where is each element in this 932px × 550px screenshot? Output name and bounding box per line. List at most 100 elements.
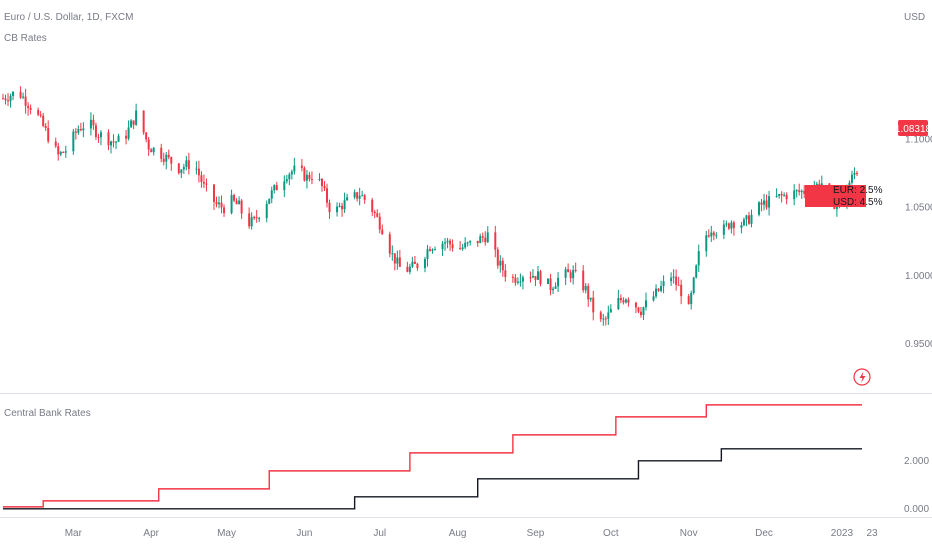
candle-up (466, 242, 469, 244)
candle-up (444, 242, 447, 244)
candle-down (599, 312, 602, 320)
candle-up (285, 179, 288, 182)
candle-up (77, 128, 80, 133)
lightning-icon[interactable] (853, 368, 871, 386)
candle-up (265, 203, 268, 219)
candle-up (662, 281, 665, 287)
rate-line-eur (3, 448, 862, 510)
candle-up (12, 91, 15, 96)
last-price-label: 1.08318 (895, 124, 932, 135)
candle-up (9, 95, 12, 102)
candle-down (484, 237, 487, 243)
candle-up (715, 234, 718, 236)
candle-down (310, 178, 313, 180)
candle-up (672, 276, 675, 278)
rate-box: EUR: 2.5% USD: 4.5% (805, 185, 883, 208)
price-tick-label: 1.05000 (905, 203, 932, 214)
candle-up (695, 265, 698, 278)
candle-down (657, 288, 660, 291)
candle-up (584, 285, 587, 291)
candle-down (514, 277, 517, 283)
candle-down (97, 136, 100, 138)
candle-up (469, 240, 472, 243)
price-tick-label: 1.00000 (905, 271, 932, 282)
candle-up (589, 297, 592, 300)
candle-up (602, 318, 605, 320)
candle-down (107, 132, 110, 146)
candle-up (793, 190, 796, 200)
candle-down (504, 270, 507, 277)
candle-down (39, 114, 42, 116)
candle-down (74, 131, 77, 133)
time-tick-label: Sep (527, 528, 545, 539)
candle-up (750, 214, 753, 224)
candle-up (775, 195, 778, 197)
candle-down (373, 211, 376, 214)
candle-down (760, 202, 763, 205)
candle-up (288, 174, 291, 180)
candle-down (326, 188, 329, 203)
candle-up (690, 292, 693, 305)
candle-down (62, 151, 65, 153)
candle-down (727, 223, 730, 229)
candle-down (112, 141, 115, 143)
candle-up (273, 185, 276, 191)
candle-up (396, 257, 399, 264)
indicator-short-title[interactable]: CB Rates (4, 33, 47, 44)
candle-up (361, 195, 364, 197)
candle-up (486, 232, 489, 243)
candle-up (783, 194, 786, 196)
candle-down (680, 284, 683, 297)
time-tick-label: Oct (603, 528, 619, 539)
candle-down (587, 285, 590, 300)
price-axis[interactable]: 1.10000 1.05000 1.00000 0.95000 (905, 134, 932, 350)
candle-down (732, 222, 735, 228)
candle-up (165, 154, 168, 162)
candle-down (235, 200, 238, 205)
candle-up (644, 300, 647, 308)
candle-down (255, 217, 258, 219)
candle-up (800, 190, 803, 193)
symbol-title[interactable]: Euro / U.S. Dollar, 1D, FXCM (4, 12, 133, 23)
candle-up (850, 174, 853, 183)
candle-down (413, 261, 416, 264)
candle-up (346, 197, 349, 201)
candle-up (692, 277, 695, 293)
candle-up (516, 281, 519, 283)
candle-down (634, 302, 637, 308)
candle-down (476, 240, 479, 244)
candle-up (391, 253, 394, 255)
candle-down (24, 96, 27, 106)
time-tick-label: Dec (755, 528, 773, 539)
candle-up (624, 299, 627, 303)
candle-down (569, 272, 572, 279)
candle-up (64, 151, 67, 153)
candle-up (185, 160, 188, 167)
candle-up (697, 251, 700, 266)
candle-up (499, 260, 502, 266)
candle-up (607, 312, 610, 319)
rates-pane-title[interactable]: Central Bank Rates (4, 408, 91, 419)
time-tick-label: May (217, 528, 236, 539)
candle-down (780, 194, 783, 196)
time-axis[interactable]: Mar Apr May Jun Jul Aug Sep Oct Nov Dec 2023 23 (65, 528, 878, 539)
candle-up (705, 235, 708, 252)
candle-down (619, 297, 622, 301)
candle-up (230, 195, 233, 214)
candle-up (408, 266, 411, 272)
candle-down (567, 269, 570, 273)
candle-down (79, 128, 82, 131)
candle-up (521, 277, 524, 282)
candle-down (253, 217, 256, 219)
candle-down (363, 195, 366, 200)
candle-down (494, 232, 497, 250)
candle-down (592, 297, 595, 313)
candle-down (622, 300, 625, 303)
candle-up (238, 200, 241, 205)
rates-axis[interactable]: 2.000 0.000 (904, 456, 929, 515)
candle-down (125, 135, 128, 139)
candle-down (481, 236, 484, 238)
candle-up (218, 202, 221, 205)
candle-down (451, 244, 454, 249)
